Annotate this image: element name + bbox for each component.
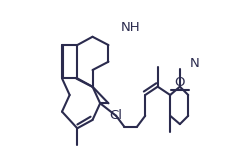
Text: NH: NH: [120, 21, 140, 34]
Text: N: N: [189, 57, 199, 70]
Text: Cl: Cl: [109, 109, 122, 122]
Text: O: O: [174, 76, 184, 89]
